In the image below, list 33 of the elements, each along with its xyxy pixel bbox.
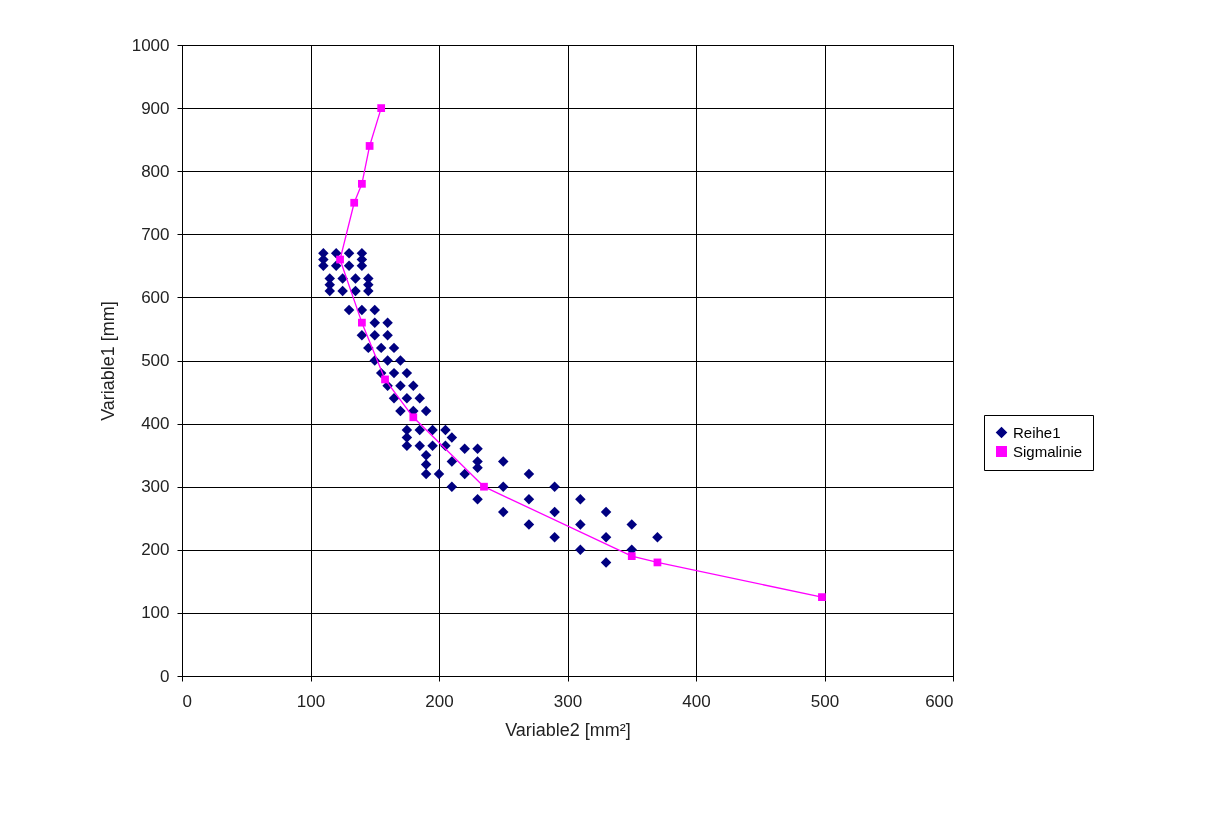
x-tick-label: 100 bbox=[296, 691, 326, 711]
y-tick-label: 400 bbox=[141, 414, 170, 434]
y-tick-label: 200 bbox=[141, 540, 170, 560]
point bbox=[365, 142, 374, 150]
legend-label: Reihe1 bbox=[1013, 423, 1061, 441]
point bbox=[336, 255, 344, 264]
y-tick-label: 900 bbox=[141, 98, 170, 118]
x-tick-label: 0 bbox=[182, 691, 192, 711]
x-tick-label: 400 bbox=[682, 691, 711, 711]
point bbox=[627, 552, 636, 560]
x-tick-label: 500 bbox=[810, 691, 840, 711]
y-tick-label: 800 bbox=[141, 161, 170, 181]
point bbox=[377, 104, 386, 112]
y-tick-label: 1000 bbox=[131, 35, 170, 55]
x-tick-label: 300 bbox=[553, 691, 583, 711]
legend-label: Sigmalinie bbox=[1013, 442, 1083, 460]
x-tick-label: 600 bbox=[925, 691, 954, 711]
y-tick-label: 700 bbox=[141, 224, 170, 244]
y-axis-title: Variable1 [mm] bbox=[97, 301, 118, 421]
point bbox=[409, 413, 418, 422]
x-axis-title: Variable2 [mm²] bbox=[505, 719, 631, 740]
point bbox=[358, 318, 366, 327]
point bbox=[480, 482, 488, 491]
point bbox=[350, 198, 359, 207]
y-tick-label: 600 bbox=[141, 287, 170, 307]
x-tick-label: 200 bbox=[425, 691, 454, 711]
y-tick-label: 300 bbox=[141, 477, 170, 497]
y-tick-label: 100 bbox=[141, 603, 170, 623]
y-tick-label: 0 bbox=[160, 666, 170, 686]
point bbox=[381, 375, 389, 384]
point bbox=[818, 593, 826, 601]
point bbox=[358, 179, 366, 188]
y-tick-label: 500 bbox=[141, 351, 170, 370]
